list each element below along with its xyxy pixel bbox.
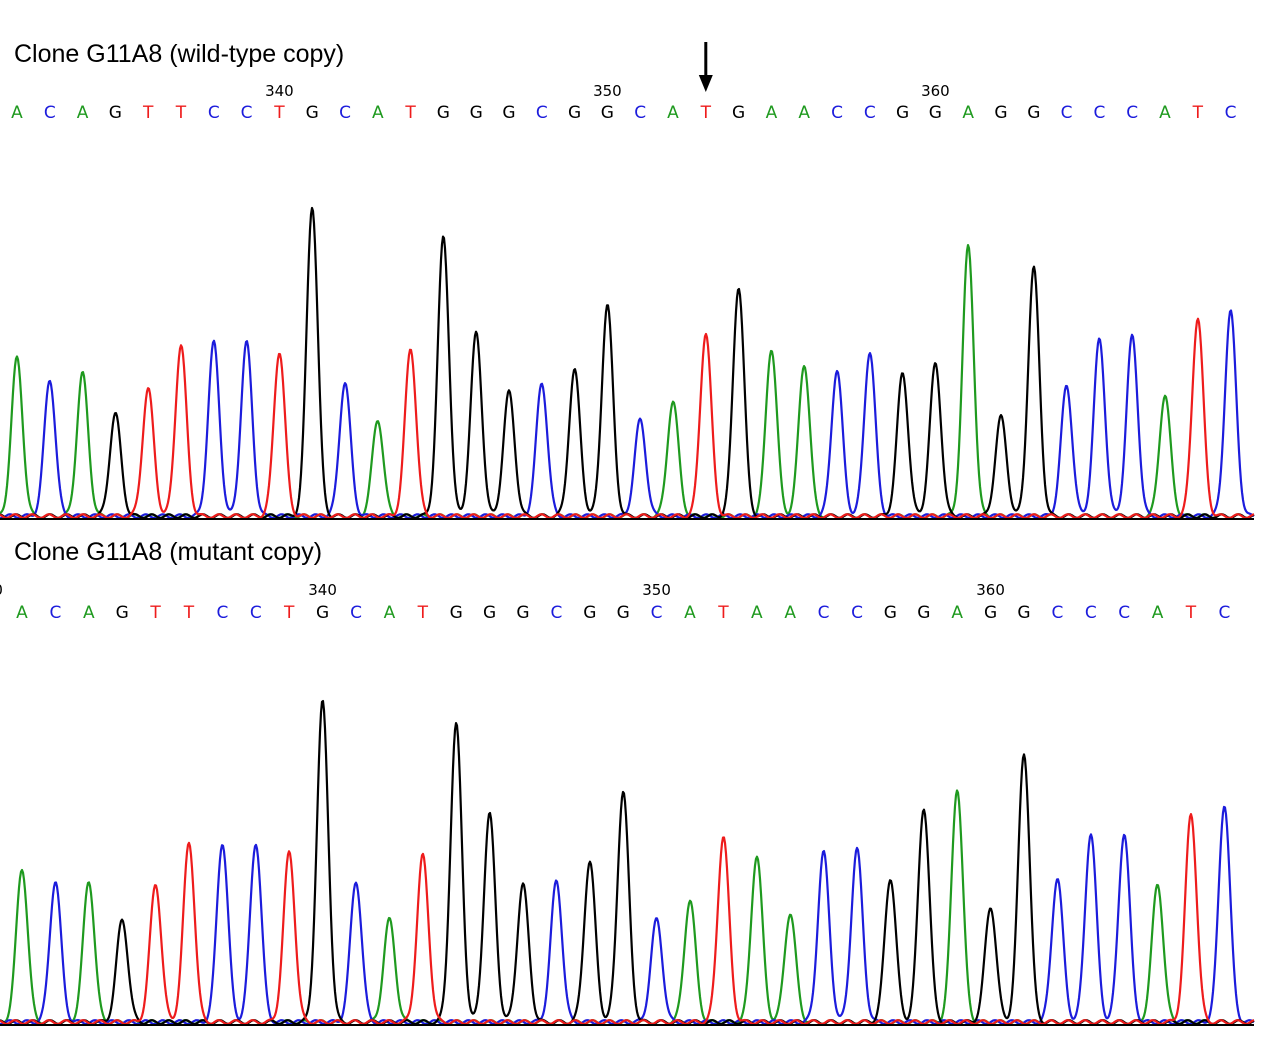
mutation-arrow-icon [698, 42, 713, 92]
base-call: G [306, 103, 319, 123]
base-call: A [83, 603, 95, 623]
base-call: G [617, 603, 630, 623]
base-call: G [516, 603, 529, 623]
base-call: C [550, 603, 562, 623]
base-call: C [208, 103, 220, 123]
wildtype-title: Clone G11A8 (wild-type copy) [14, 40, 345, 68]
base-call: A [77, 103, 89, 123]
base-call: G [732, 103, 745, 123]
trace-G [0, 206, 1255, 520]
trace-C [0, 805, 1255, 1026]
base-call: T [283, 603, 295, 623]
base-call: G [1027, 103, 1040, 123]
trace-C [0, 309, 1255, 520]
mutant-chromatogram: ACAGTTCCTGCATGGGCGGCATAACCGGAGGCCCATC330… [0, 581, 1255, 1026]
base-call: C [1218, 603, 1230, 623]
base-call: C [1061, 103, 1073, 123]
wildtype-chromatogram: A C A G T T C C T G C A T G G G C G G C A T G A A C C G G A G G C C C A T C34… [0, 42, 1255, 520]
position-label: 350 [593, 82, 622, 100]
base-call: G [116, 603, 129, 623]
base-call: G [502, 103, 515, 123]
base-call: C [1085, 603, 1097, 623]
base-call: A [962, 103, 974, 123]
base-call: A [11, 103, 23, 123]
base-call: G [984, 603, 997, 623]
base-call: C [1118, 603, 1130, 623]
base-call: C [1126, 103, 1138, 123]
base-call: T [183, 603, 195, 623]
mutant-title: Clone G11A8 (mutant copy) [14, 538, 323, 566]
base-call: A [372, 103, 384, 123]
base-call: C [216, 603, 228, 623]
base-call: T [149, 603, 161, 623]
position-label: 360 [976, 581, 1005, 599]
base-call: A [667, 103, 679, 123]
base-call: A [1152, 603, 1164, 623]
base-call: C [864, 103, 876, 123]
base-call: G [896, 103, 909, 123]
base-call: G [1017, 603, 1030, 623]
base-call: T [700, 103, 712, 123]
base-call: T [1192, 103, 1204, 123]
base-call: G [470, 103, 483, 123]
base-call: T [175, 103, 187, 123]
base-call: G [450, 603, 463, 623]
base-call: A [751, 603, 763, 623]
base-call: C [241, 103, 253, 123]
base-call: C [1093, 103, 1105, 123]
base-call: A [766, 103, 778, 123]
base-call: A [1159, 103, 1171, 123]
base-call: G [917, 603, 930, 623]
base-call: G [884, 603, 897, 623]
base-call: C [831, 103, 843, 123]
base-call: C [1225, 103, 1237, 123]
base-call: G [109, 103, 122, 123]
base-call: C [634, 103, 646, 123]
base-call: G [583, 603, 596, 623]
base-call: T [417, 603, 429, 623]
base-call: G [601, 103, 614, 123]
position-label: 330 [0, 581, 3, 599]
base-call: A [16, 603, 28, 623]
base-call: G [568, 103, 581, 123]
base-call: A [784, 603, 796, 623]
base-call: T [273, 103, 285, 123]
base-call: T [1185, 603, 1197, 623]
base-call: C [250, 603, 262, 623]
base-call: C [49, 603, 61, 623]
trace-A [0, 244, 1255, 520]
position-label: 340 [265, 82, 294, 100]
trace-T [0, 317, 1255, 520]
base-call: C [1051, 603, 1063, 623]
base-call: A [684, 603, 696, 623]
trace-T [0, 813, 1255, 1026]
base-call: C [818, 603, 830, 623]
base-call: A [384, 603, 396, 623]
base-call: T [717, 603, 729, 623]
base-call: G [994, 103, 1007, 123]
base-call: T [404, 103, 416, 123]
base-call: A [951, 603, 963, 623]
base-call: G [929, 103, 942, 123]
base-call: C [350, 603, 362, 623]
position-label: 360 [921, 82, 950, 100]
base-call: C [339, 103, 351, 123]
base-call: G [437, 103, 450, 123]
base-call: G [483, 603, 496, 623]
position-label: 350 [642, 581, 671, 599]
base-call: A [798, 103, 810, 123]
base-call: C [851, 603, 863, 623]
base-call: C [651, 603, 663, 623]
base-call: G [316, 603, 329, 623]
base-call: C [44, 103, 56, 123]
base-call: C [536, 103, 548, 123]
position-label: 340 [308, 581, 337, 599]
base-call: T [142, 103, 154, 123]
